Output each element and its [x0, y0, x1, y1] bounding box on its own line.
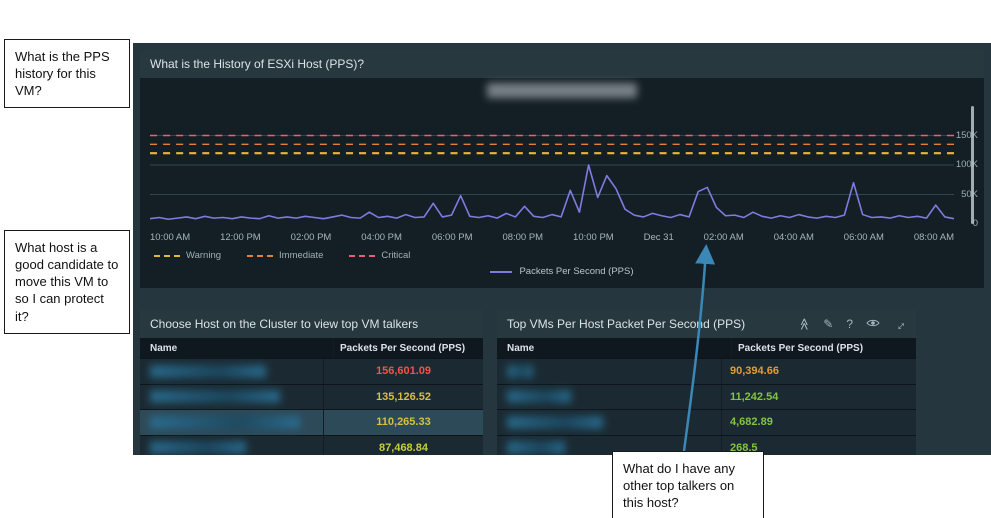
- threshold-legend: Warning Immediate Critical: [154, 250, 410, 261]
- y-tick: 150K: [955, 130, 978, 141]
- x-tick: 08:00 PM: [502, 232, 544, 243]
- y-tick: 0: [972, 218, 978, 229]
- x-tick: Dec 31: [643, 232, 674, 243]
- pps-value: 135,126.52: [375, 390, 432, 403]
- series-line-swatch-icon: [490, 270, 513, 273]
- table-row[interactable]: 90,394.66: [497, 358, 916, 384]
- x-tick: 02:00 AM: [703, 232, 744, 243]
- panel-title: Top VMs Per Host Packet Per Second (PPS): [507, 317, 746, 331]
- panel-title: Choose Host on the Cluster to view top V…: [150, 317, 419, 331]
- table-row[interactable]: 11,242.54: [497, 383, 916, 409]
- x-tick: 10:00 AM: [150, 232, 191, 243]
- panel-header: Choose Host on the Cluster to view top V…: [140, 310, 483, 338]
- collapse-icon[interactable]: ≪: [796, 317, 811, 331]
- annotation-note-top-talkers: What do I have any other top talkers on …: [612, 451, 764, 518]
- pps-value: 11,242.54: [730, 390, 779, 403]
- legend-item-warning: Warning: [154, 250, 221, 261]
- table-row[interactable]: 110,265.33: [140, 409, 483, 435]
- table-row[interactable]: 87,468.84: [140, 434, 483, 455]
- x-tick: 02:00 PM: [290, 232, 332, 243]
- y-tick: 100K: [955, 159, 978, 170]
- table-header: Name Packets Per Second (PPS): [497, 338, 916, 358]
- panel-top-vms: Top VMs Per Host Packet Per Second (PPS)…: [497, 310, 916, 455]
- table-row[interactable]: 135,126.52: [140, 383, 483, 409]
- annotation-note-pps-history: What is the PPS history for this VM?: [4, 39, 130, 109]
- panel-header: Top VMs Per Host Packet Per Second (PPS)…: [497, 310, 916, 338]
- table-row[interactable]: 156,601.09: [140, 358, 483, 384]
- table-header: Name Packets Per Second (PPS): [140, 338, 483, 358]
- panel-choose-host: Choose Host on the Cluster to view top V…: [140, 310, 483, 455]
- column-header-name: Name: [507, 342, 535, 354]
- y-tick: 50K: [961, 189, 978, 200]
- legend-label: Immediate: [279, 250, 324, 261]
- panel-header: What is the History of ESXi Host (PPS)?: [140, 50, 984, 78]
- table-row[interactable]: 4,682.89: [497, 409, 916, 435]
- pps-value: 156,601.09: [375, 365, 432, 378]
- pps-value: 268.5: [730, 441, 758, 454]
- legend-item-immediate: Immediate: [247, 250, 323, 261]
- panel-esxi-host-pps-history: What is the History of ESXi Host (PPS)? …: [140, 50, 984, 288]
- edit-icon[interactable]: ✎: [823, 317, 834, 331]
- series-legend: Packets Per Second (PPS): [140, 266, 984, 277]
- column-header-name: Name: [150, 342, 178, 354]
- dashboard: What is the History of ESXi Host (PPS)? …: [133, 43, 991, 455]
- column-header-pps: Packets Per Second (PPS): [333, 338, 483, 358]
- pps-value: 90,394.66: [730, 365, 779, 378]
- x-tick: 06:00 PM: [431, 232, 473, 243]
- warning-swatch-icon: [154, 254, 180, 257]
- pps-value: 87,468.84: [379, 441, 428, 454]
- pps-chart-area[interactable]: 150K 100K 50K 0 10:00 AM 12:00 PM 02:00 …: [140, 78, 984, 288]
- redacted-vm-name: [507, 364, 533, 378]
- legend-label: Warning: [186, 250, 222, 261]
- help-icon[interactable]: ?: [846, 317, 853, 331]
- redacted-host-name: [150, 364, 266, 378]
- pps-value: 4,682.89: [730, 416, 773, 429]
- redacted-vm-name: [507, 390, 571, 404]
- redacted-vm-name: [507, 441, 565, 455]
- redacted-vm-name: [507, 415, 603, 429]
- pps-value: 110,265.33: [376, 416, 431, 429]
- pps-plot[interactable]: [149, 106, 955, 224]
- x-tick: 06:00 AM: [843, 232, 884, 243]
- x-tick: 10:00 PM: [573, 232, 614, 243]
- column-header-pps: Packets Per Second (PPS): [731, 338, 916, 358]
- x-tick: 12:00 PM: [220, 232, 261, 243]
- legend-label: Critical: [381, 250, 411, 261]
- x-tick: 04:00 PM: [361, 232, 402, 243]
- legend-item-critical: Critical: [349, 250, 410, 261]
- panel-toolbar: ≪ ✎ ? ↔: [796, 314, 910, 334]
- chart-scrollbar[interactable]: [971, 106, 974, 224]
- critical-swatch-icon: [349, 254, 376, 257]
- redacted-host-name: [150, 390, 280, 404]
- x-tick: 08:00 AM: [913, 232, 954, 243]
- x-axis: 10:00 AM 12:00 PM 02:00 PM 04:00 PM 06:0…: [150, 232, 954, 243]
- immediate-swatch-icon: [247, 254, 274, 257]
- expand-icon[interactable]: ↔: [889, 314, 910, 334]
- eye-icon[interactable]: [866, 318, 880, 330]
- redacted-host-name: [150, 441, 246, 455]
- redacted-host-name: [487, 83, 637, 98]
- redacted-host-name: [150, 415, 300, 429]
- x-tick: 04:00 AM: [773, 232, 814, 243]
- series-legend-label: Packets Per Second (PPS): [519, 266, 634, 277]
- panel-title: What is the History of ESXi Host (PPS)?: [150, 57, 365, 71]
- annotation-note-move-host: What host is a good candidate to move th…: [4, 230, 130, 334]
